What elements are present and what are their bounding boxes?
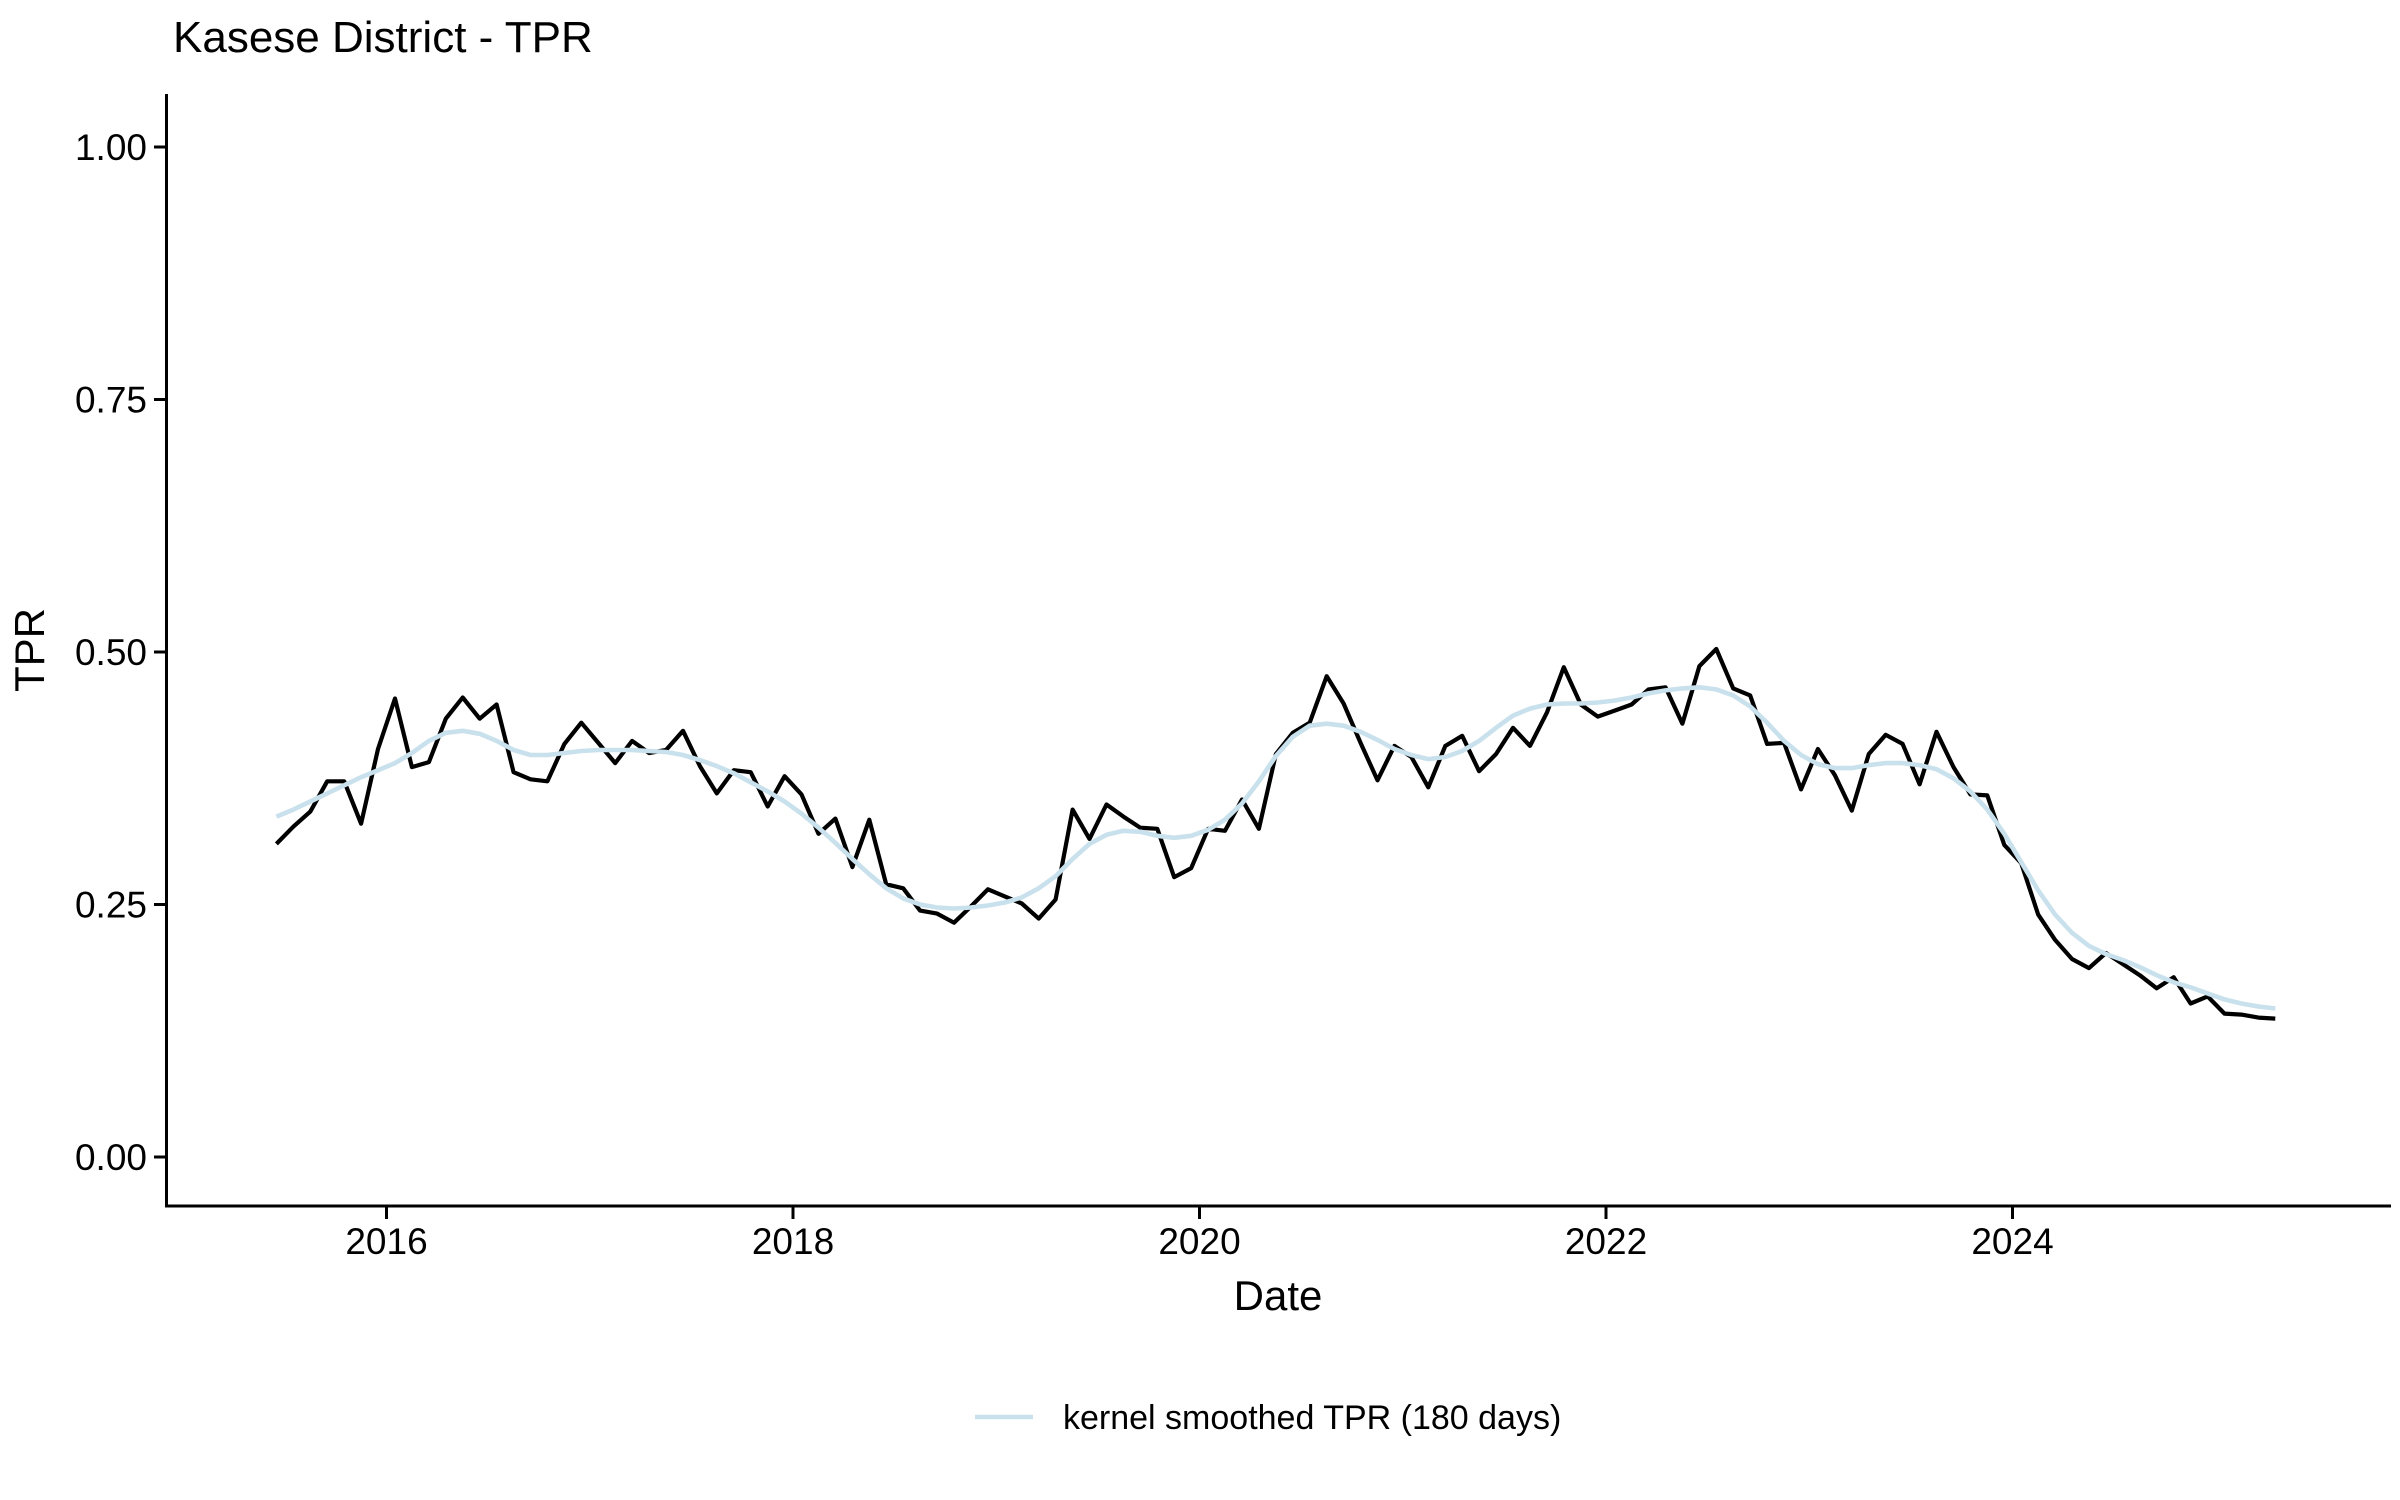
y-tick-label: 0.25 [75,885,147,926]
raw-tpr-line [274,646,2276,1021]
x-axis-ticks: 2016 2018 2020 2022 2024 [345,1207,2054,1262]
y-axis-title: TPR [6,608,53,692]
x-tick-label: 2018 [752,1221,834,1262]
legend-label: kernel smoothed TPR (180 days) [1063,1399,1561,1437]
x-tick-label: 2016 [345,1221,427,1262]
x-tick-label: 2020 [1158,1221,1240,1262]
series-group [274,646,2276,1021]
chart-title: Kasese District - TPR [173,13,593,62]
legend: kernel smoothed TPR (180 days) [975,1399,1561,1437]
y-axis-ticks: 0.00 0.25 0.50 0.75 1.00 [75,127,166,1178]
smoothed-tpr-line [275,684,2276,1011]
x-tick-label: 2022 [1565,1221,1647,1262]
y-tick-label: 0.50 [75,632,147,673]
y-tick-label: 0.75 [75,380,147,421]
y-tick-label: 1.00 [75,127,147,168]
x-axis-title: Date [1234,1272,1323,1319]
y-tick-label: 0.00 [75,1137,147,1178]
x-tick-label: 2024 [1971,1221,2053,1262]
